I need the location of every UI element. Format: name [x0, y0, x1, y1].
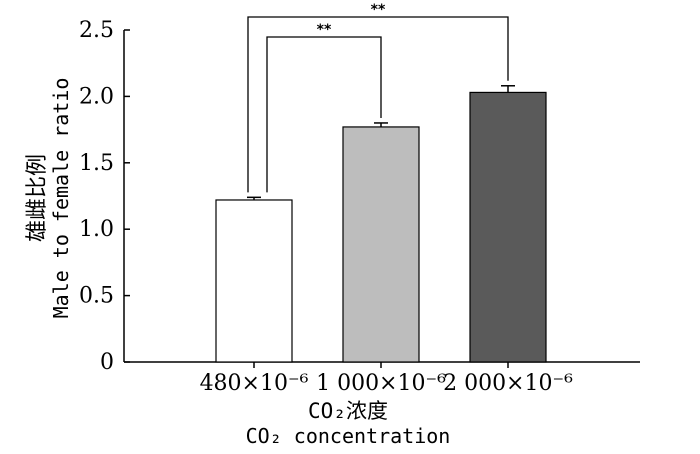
y-tick-label: 1.5 — [79, 151, 114, 176]
x-axis-label-cn: CO₂浓度 — [308, 399, 388, 423]
y-axis-label-en: Male to female ratio — [49, 78, 73, 319]
significance-label: ** — [371, 2, 386, 18]
bar — [215, 199, 293, 363]
bars — [215, 91, 547, 363]
y-tick-label: 0 — [100, 350, 114, 375]
bar — [469, 91, 547, 363]
x-tick-label: 2 000×10⁻⁶ — [443, 371, 573, 396]
significance-bracket — [247, 16, 509, 193]
bar — [342, 126, 420, 363]
y-tick-label: 2.0 — [79, 84, 114, 109]
significance-bracket — [266, 36, 382, 193]
x-tick-label: 480×10⁻⁶ — [200, 371, 309, 396]
y-axis-label-cn: 雄雌比例 — [25, 154, 50, 242]
x-axis-label-en: CO₂ concentration — [246, 424, 451, 448]
axes: 0 0.5 1.0 1.5 2.0 2.5 480×10⁻⁶ 1 000×10⁻⁶2 000×… — [79, 18, 640, 396]
y-tick-label: 1.0 — [79, 217, 114, 242]
y-tick-label: 0.5 — [79, 284, 114, 309]
x-tick-label: 1 000×10⁻⁶ — [316, 371, 446, 396]
y-tick-label: 2.5 — [79, 18, 114, 43]
significance-label: ** — [317, 22, 332, 38]
significance-brackets: ** ** — [247, 2, 509, 193]
error-bars — [247, 85, 515, 200]
